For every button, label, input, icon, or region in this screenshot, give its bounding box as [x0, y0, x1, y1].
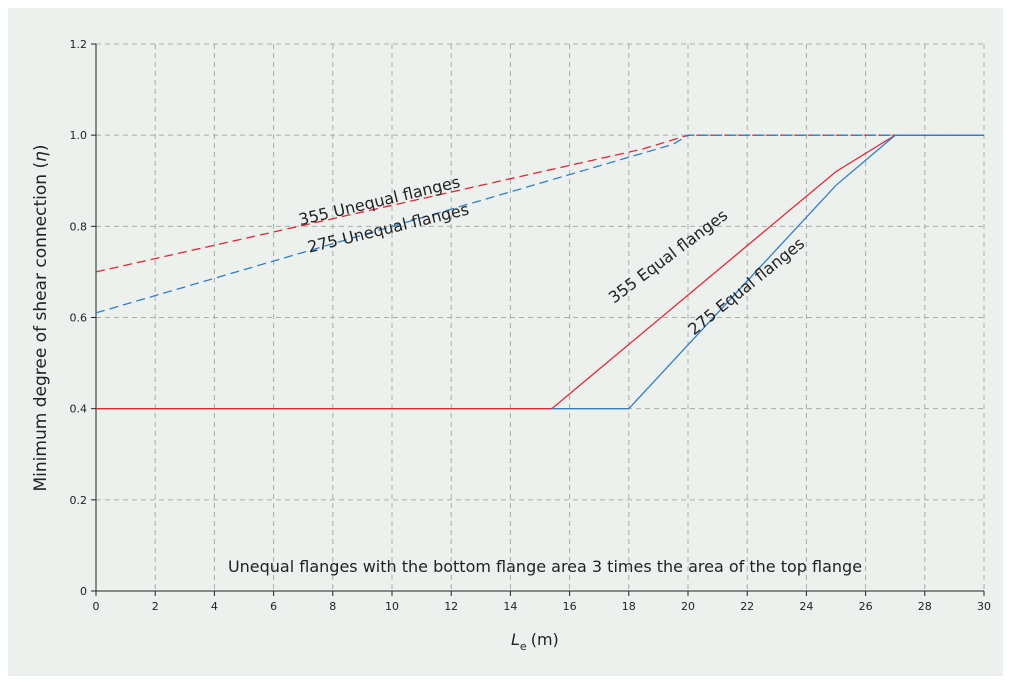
- x-tick-label: 6: [270, 600, 277, 613]
- series-275-unequal-line: [95, 134, 984, 314]
- axes: [91, 43, 985, 596]
- x-tick-label: 24: [799, 600, 813, 613]
- y-tick-label: 0.6: [70, 312, 88, 325]
- y-tick-label: 1.0: [70, 129, 88, 142]
- series-275-equal-line: [551, 134, 984, 410]
- chart-annotation: Unequal flanges with the bottom flange a…: [228, 557, 862, 576]
- series-275-equal-label: 275 Equal flanges: [684, 234, 808, 339]
- y-axis-label-close: ): [31, 145, 51, 152]
- x-tick-label: 12: [444, 600, 458, 613]
- series-355-equal-label: 355 Equal flanges: [605, 205, 731, 307]
- x-tick-label: 16: [563, 600, 577, 613]
- y-tick-label: 0.4: [70, 403, 88, 416]
- x-tick-label: 20: [681, 600, 695, 613]
- x-tick-label: 8: [329, 600, 336, 613]
- labels: Unequal flanges with the bottom flange a…: [31, 38, 991, 653]
- x-axis-label-sub: e: [520, 640, 527, 653]
- x-tick-label: 2: [152, 600, 159, 613]
- grid: [96, 43, 985, 591]
- x-tick-label: 22: [740, 600, 754, 613]
- x-tick-label: 18: [622, 600, 636, 613]
- y-axis-label: Minimum degree of shear connection (η): [31, 145, 51, 492]
- x-axis-label-main: L: [511, 630, 520, 649]
- y-tick-label: 0: [80, 585, 87, 598]
- y-tick-label: 0.8: [70, 220, 88, 233]
- x-axis-label: Le (m): [511, 630, 559, 653]
- x-tick-label: 26: [859, 600, 873, 613]
- y-axis-label-symbol: η: [31, 151, 51, 162]
- x-tick-label: 10: [385, 600, 399, 613]
- series: [95, 134, 984, 410]
- y-tick-label: 1.2: [70, 38, 88, 51]
- x-tick-label: 0: [93, 600, 100, 613]
- x-tick-label: 4: [211, 600, 218, 613]
- x-tick-label: 14: [503, 600, 517, 613]
- x-tick-label: 30: [977, 600, 991, 613]
- series-355-equal-line: [96, 134, 984, 410]
- x-axis-label-unit: (m): [531, 630, 559, 649]
- y-axis-label-text: Minimum degree of shear connection (: [31, 162, 51, 492]
- series-355-unequal-line: [95, 134, 984, 273]
- y-tick-label: 0.2: [70, 494, 88, 507]
- chart-frame: [8, 8, 1003, 676]
- x-tick-label: 28: [918, 600, 932, 613]
